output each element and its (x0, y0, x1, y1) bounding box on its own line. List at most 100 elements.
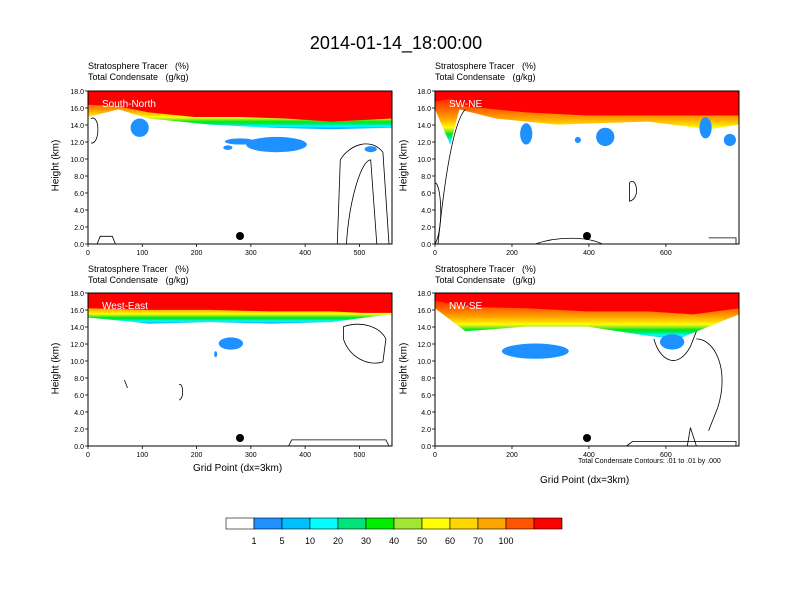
panel-nw-se: NW-SE 0.0 2.0 4.0 6.0 8.0 10.0 12.0 14.0 16.0 18.0… (417, 291, 740, 459)
tracer-blob (214, 351, 218, 358)
y-tick-label: 0.0 (421, 242, 431, 249)
condensate-contour (288, 439, 390, 447)
colorbar-label: 5 (279, 536, 284, 546)
contour-note: Total Condensate Contours: .01 to .01 by… (578, 458, 721, 465)
y-tick-label: 12.0 (70, 342, 84, 349)
x-tick-label: 0 (86, 250, 90, 257)
panel3-header-line2: Total Condensate (g/kg) (88, 275, 189, 285)
x-tick-label: 200 (191, 452, 203, 459)
tracer-blob (723, 133, 736, 147)
colorbar-swatch (533, 517, 563, 530)
tracer-blob (218, 337, 244, 350)
y-tick-label: 2.0 (421, 225, 431, 232)
x-tick-label: 0 (433, 250, 437, 257)
colorbar-label: 1 (251, 536, 256, 546)
colorbar-swatch (225, 517, 255, 530)
panel3-xlabel: Grid Point (dx=3km) (193, 463, 283, 474)
y-tick-label: 0.0 (74, 444, 84, 451)
y-tick-label: 16.0 (70, 308, 84, 315)
y-tick-label: 6.0 (421, 191, 431, 198)
colorbar-label: 10 (305, 536, 315, 546)
panel4-header-line1: Stratosphere Tracer (%) (435, 264, 537, 274)
condensate-contour (90, 117, 99, 144)
colorbar-label: 50 (417, 536, 427, 546)
colorbar: 1 5 10 20 30 40 50 60 70 100 (225, 517, 563, 546)
colorbar-swatch (365, 517, 395, 530)
tracer-blob (659, 334, 685, 350)
x-tick-label: 200 (191, 250, 203, 257)
y-tick-label: 2.0 (74, 225, 84, 232)
condensate-contour (124, 380, 128, 389)
colorbar-swatch (337, 517, 367, 530)
panel1-header: Stratosphere Tracer (%) Total Condensate … (88, 61, 189, 83)
tracer-blob (520, 123, 533, 145)
y-tick-label: 2.0 (421, 427, 431, 434)
plot-frame (434, 90, 740, 245)
y-tick-label: 4.0 (74, 208, 84, 215)
panel-south-north: South-North 0.0 2.0 4.0 6.0 8.0 10.0 12.0 14.0 16… (70, 89, 393, 257)
y-tick-label: 4.0 (421, 208, 431, 215)
panel-west-east: West-East 0.0 2.0 4.0 6.0 8.0 10.0 12.0 14.0 16.0… (70, 291, 393, 459)
x-tick-label: 200 (506, 452, 518, 459)
condensate-contour (686, 427, 697, 447)
figure-title: 2014-01-14_18:00:00 (309, 33, 483, 53)
y-tick-label: 18.0 (70, 89, 84, 96)
location-marker (583, 232, 591, 240)
panel2-header-line2: Total Condensate (g/kg) (435, 72, 536, 82)
x-tick-label: 300 (245, 250, 257, 257)
tracer-core (88, 91, 392, 122)
x-tick-label: 400 (299, 452, 311, 459)
condensate-contour (535, 237, 603, 245)
plot-frame (87, 292, 393, 447)
panel-name: SW-NE (449, 99, 482, 110)
tracer-core (88, 293, 392, 313)
condensate-contour (178, 384, 184, 401)
tracer-blob (574, 136, 581, 144)
x-tick-label: 0 (433, 452, 437, 459)
colorbar-swatch (281, 517, 311, 530)
colorbar-swatch (393, 517, 423, 530)
condensate-contour (696, 338, 723, 431)
x-tick-label: 500 (354, 452, 366, 459)
colorbar-swatch (253, 517, 283, 530)
x-tick-label: 400 (583, 452, 595, 459)
x-tick-label: 300 (245, 452, 257, 459)
panel3-header-line1: Stratosphere Tracer (%) (88, 264, 190, 274)
y-tick-label: 4.0 (421, 410, 431, 417)
y-tick-label: 10.0 (70, 359, 84, 366)
panel-name: South-North (102, 99, 156, 110)
tracer-blob (224, 138, 256, 145)
condensate-contour (626, 441, 737, 447)
y-tick-label: 14.0 (417, 325, 431, 332)
panel3-header: Stratosphere Tracer (%) Total Condensate … (88, 264, 189, 286)
y-tick-label: 14.0 (70, 123, 84, 130)
y-tick-label: 18.0 (417, 89, 431, 96)
colorbar-label: 60 (445, 536, 455, 546)
panel4-header-line2: Total Condensate (g/kg) (435, 275, 536, 285)
y-tick-label: 8.0 (74, 376, 84, 383)
tracer-blob (130, 118, 149, 137)
y-tick-label: 8.0 (74, 174, 84, 181)
y-tick-label: 14.0 (417, 123, 431, 130)
panel-sw-ne: SW-NE 0.0 2.0 4.0 6.0 8.0 10.0 12.0 14.0 16.0 18.0… (417, 89, 740, 257)
y-tick-label: 10.0 (417, 157, 431, 164)
panel1-header-line1: Stratosphere Tracer (%) (88, 61, 190, 71)
tracer-blob (246, 136, 307, 153)
tracer-blob (501, 343, 569, 359)
y-tick-label: 4.0 (74, 410, 84, 417)
y-tick-label: 8.0 (421, 376, 431, 383)
tracer-core (435, 91, 739, 116)
x-tick-label: 600 (660, 452, 672, 459)
y-tick-label: 14.0 (70, 325, 84, 332)
colorbar-swatch (309, 517, 339, 530)
condensate-contour (96, 235, 116, 245)
plot-frame (87, 90, 393, 245)
colorbar-label: 70 (473, 536, 483, 546)
y-tick-label: 8.0 (421, 174, 431, 181)
colorbar-swatch (421, 517, 451, 530)
location-marker (236, 434, 244, 442)
y-tick-label: 6.0 (74, 393, 84, 400)
x-tick-label: 100 (136, 452, 148, 459)
tracer-core (435, 293, 739, 315)
x-tick-label: 500 (354, 250, 366, 257)
